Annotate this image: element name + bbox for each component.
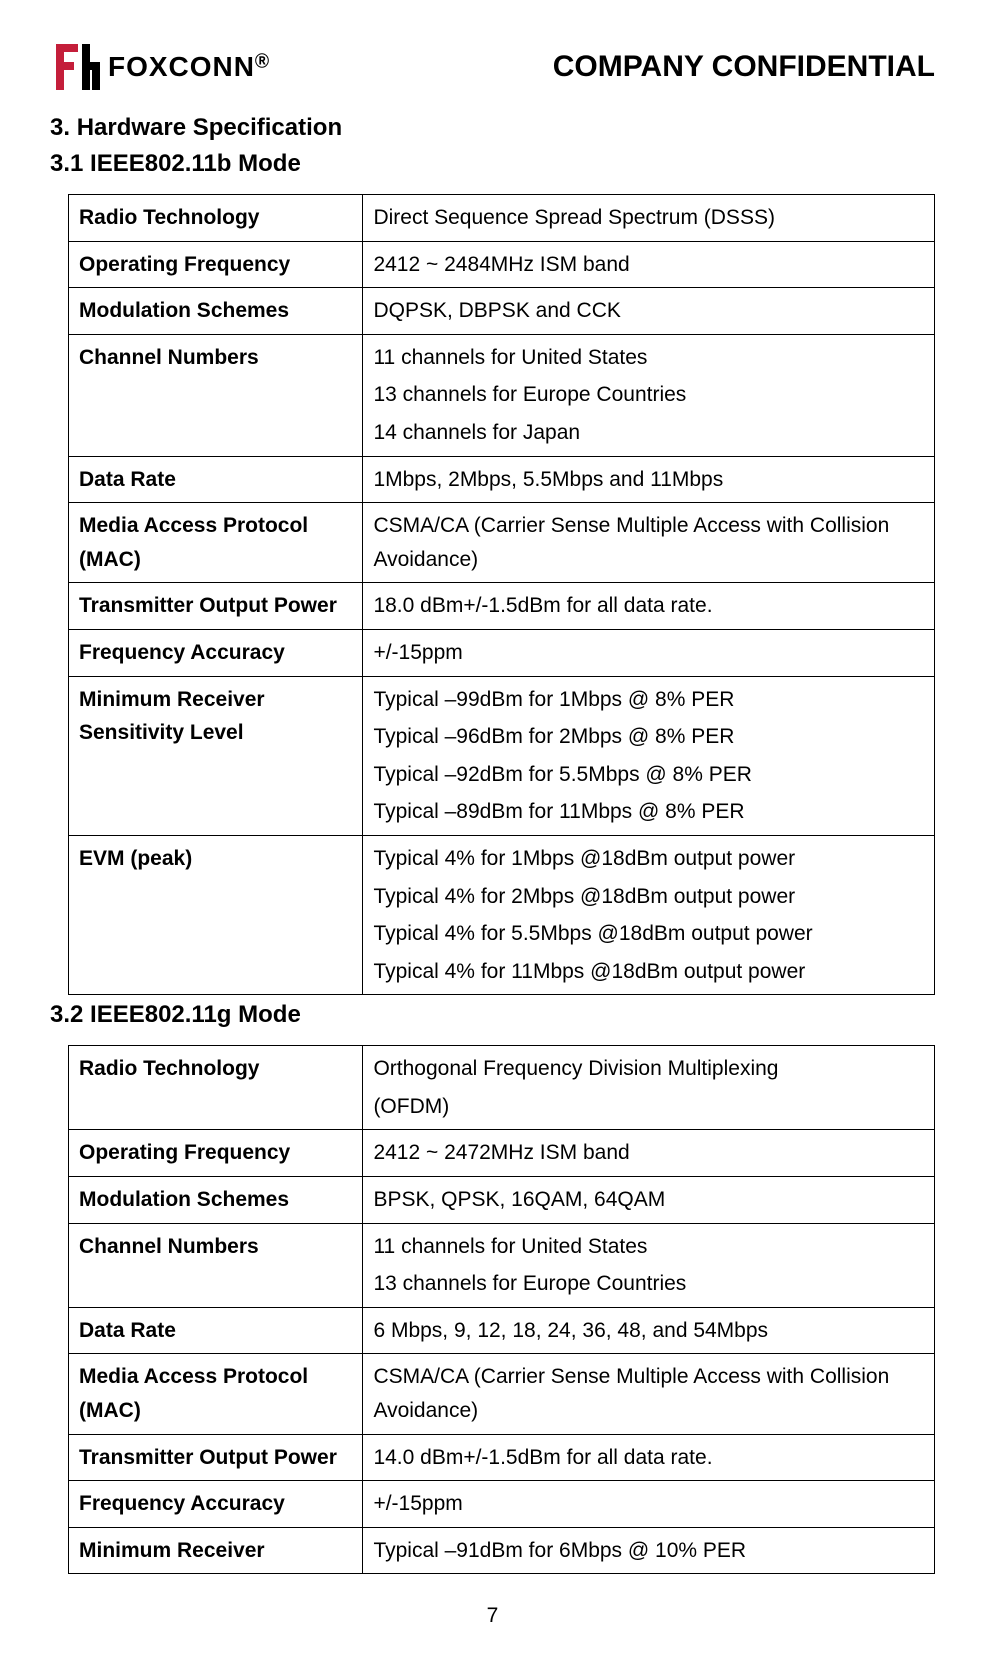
table-row: Minimum ReceiverTypical –91dBm for 6Mbps…	[69, 1527, 935, 1574]
table-row: Channel Numbers11 channels for United St…	[69, 334, 935, 456]
spec-value: Direct Sequence Spread Spectrum (DSSS)	[363, 195, 935, 242]
spec-value: +/-15ppm	[363, 1481, 935, 1528]
spec-value: 14.0 dBm+/-1.5dBm for all data rate.	[363, 1434, 935, 1481]
spec-label: Data Rate	[69, 456, 363, 503]
table-row: Modulation SchemesBPSK, QPSK, 16QAM, 64Q…	[69, 1177, 935, 1224]
table-row: Operating Frequency2412 ~ 2472MHz ISM ba…	[69, 1130, 935, 1177]
spec-value: DQPSK, DBPSK and CCK	[363, 288, 935, 335]
spec-label: EVM (peak)	[69, 835, 363, 994]
spec-value: 2412 ~ 2484MHz ISM band	[363, 241, 935, 288]
spec-table: Radio TechnologyDirect Sequence Spread S…	[68, 194, 935, 995]
table-row: Data Rate1Mbps, 2Mbps, 5.5Mbps and 11Mbp…	[69, 456, 935, 503]
confidential-label: COMPANY CONFIDENTIAL	[553, 50, 935, 84]
subsection-title: 3.2 IEEE802.11g Mode	[50, 1001, 935, 1029]
table-row: Media Access Protocol (MAC)CSMA/CA (Carr…	[69, 1354, 935, 1434]
spec-label: Radio Technology	[69, 195, 363, 242]
spec-label: Frequency Accuracy	[69, 1481, 363, 1528]
spec-value: BPSK, QPSK, 16QAM, 64QAM	[363, 1177, 935, 1224]
spec-value: 6 Mbps, 9, 12, 18, 24, 36, 48, and 54Mbp…	[363, 1307, 935, 1354]
spec-label: Data Rate	[69, 1307, 363, 1354]
foxconn-logo-text: FOXCONNⓇ	[108, 51, 270, 83]
spec-label: Media Access Protocol (MAC)	[69, 1354, 363, 1434]
table-row: Radio TechnologyDirect Sequence Spread S…	[69, 195, 935, 242]
spec-label: Channel Numbers	[69, 1223, 363, 1307]
spec-label: Media Access Protocol (MAC)	[69, 503, 363, 583]
table-row: EVM (peak)Typical 4% for 1Mbps @18dBm ou…	[69, 835, 935, 994]
spec-label: Operating Frequency	[69, 1130, 363, 1177]
table-row: Transmitter Output Power14.0 dBm+/-1.5dB…	[69, 1434, 935, 1481]
spec-label: Modulation Schemes	[69, 1177, 363, 1224]
spec-value: CSMA/CA (Carrier Sense Multiple Access w…	[363, 503, 935, 583]
spec-value: 11 channels for United States13 channels…	[363, 334, 935, 456]
foxconn-logo-icon	[50, 40, 104, 94]
table-row: Radio TechnologyOrthogonal Frequency Div…	[69, 1046, 935, 1130]
table-row: Data Rate6 Mbps, 9, 12, 18, 24, 36, 48, …	[69, 1307, 935, 1354]
table-row: Media Access Protocol (MAC)CSMA/CA (Carr…	[69, 503, 935, 583]
spec-value: Typical –99dBm for 1Mbps @ 8% PERTypical…	[363, 676, 935, 835]
page-header: FOXCONNⓇ COMPANY CONFIDENTIAL	[50, 40, 935, 94]
spec-label: Channel Numbers	[69, 334, 363, 456]
table-row: Operating Frequency2412 ~ 2484MHz ISM ba…	[69, 241, 935, 288]
section-title: 3. Hardware Specification	[50, 114, 935, 142]
foxconn-logo: FOXCONNⓇ	[50, 40, 270, 94]
table-row: Frequency Accuracy+/-15ppm	[69, 629, 935, 676]
spec-value: CSMA/CA (Carrier Sense Multiple Access w…	[363, 1354, 935, 1434]
spec-value: 1Mbps, 2Mbps, 5.5Mbps and 11Mbps	[363, 456, 935, 503]
table-row: Frequency Accuracy+/-15ppm	[69, 1481, 935, 1528]
spec-label: Transmitter Output Power	[69, 1434, 363, 1481]
spec-label: Transmitter Output Power	[69, 583, 363, 630]
table-row: Minimum Receiver Sensitivity LevelTypica…	[69, 676, 935, 835]
spec-label: Minimum Receiver	[69, 1527, 363, 1574]
spec-value: Typical 4% for 1Mbps @18dBm output power…	[363, 835, 935, 994]
spec-table: Radio TechnologyOrthogonal Frequency Div…	[68, 1045, 935, 1574]
spec-label: Frequency Accuracy	[69, 629, 363, 676]
spec-label: Modulation Schemes	[69, 288, 363, 335]
spec-value: 11 channels for United States13 channels…	[363, 1223, 935, 1307]
spec-value: 2412 ~ 2472MHz ISM band	[363, 1130, 935, 1177]
spec-label: Radio Technology	[69, 1046, 363, 1130]
spec-label: Minimum Receiver Sensitivity Level	[69, 676, 363, 835]
subsection-title: 3.1 IEEE802.11b Mode	[50, 150, 935, 178]
spec-value: Typical –91dBm for 6Mbps @ 10% PER	[363, 1527, 935, 1574]
table-row: Transmitter Output Power18.0 dBm+/-1.5dB…	[69, 583, 935, 630]
spec-value: +/-15ppm	[363, 629, 935, 676]
page-number: 7	[50, 1604, 935, 1628]
spec-value: Orthogonal Frequency Division Multiplexi…	[363, 1046, 935, 1130]
spec-label: Operating Frequency	[69, 241, 363, 288]
table-row: Channel Numbers11 channels for United St…	[69, 1223, 935, 1307]
table-row: Modulation SchemesDQPSK, DBPSK and CCK	[69, 288, 935, 335]
spec-value: 18.0 dBm+/-1.5dBm for all data rate.	[363, 583, 935, 630]
